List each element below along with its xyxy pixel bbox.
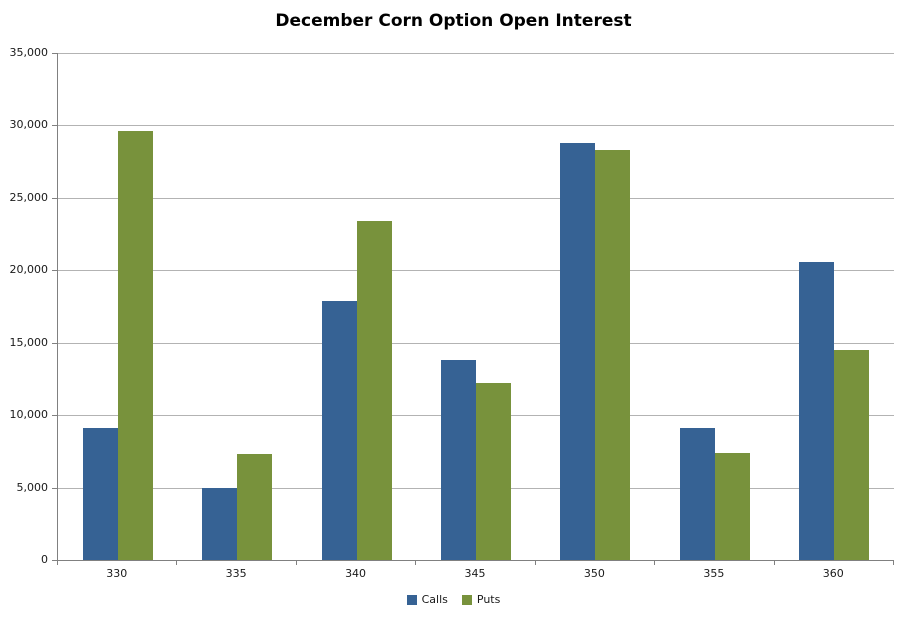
- bar-puts-340: [357, 221, 392, 560]
- y-axis-tick-label: 20,000: [9, 263, 49, 277]
- y-axis-tick-label: 30,000: [9, 118, 49, 132]
- legend-label-puts: Puts: [476, 593, 501, 606]
- puts-swatch-icon: [461, 594, 472, 605]
- bar-puts-355: [715, 453, 750, 560]
- gridline-15000: [58, 343, 894, 344]
- x-axis-tick-label: 340: [345, 567, 367, 580]
- legend-item-puts: Puts: [461, 593, 501, 606]
- x-axis-tick-mark: [774, 561, 775, 565]
- bar-calls-350: [560, 143, 595, 560]
- legend-label-calls: Calls: [421, 593, 448, 606]
- x-axis-tick-label: 360: [822, 567, 844, 580]
- bar-puts-335: [237, 454, 272, 560]
- y-axis-tick-mark: [52, 560, 57, 561]
- y-axis-tick-mark: [52, 488, 57, 489]
- legend-item-calls: Calls: [406, 593, 448, 606]
- bar-calls-345: [441, 360, 476, 560]
- x-axis-tick-mark: [296, 561, 297, 565]
- y-axis-tick-label: 5,000: [16, 480, 49, 494]
- bar-calls-360: [799, 262, 834, 560]
- y-axis-tick-mark: [52, 415, 57, 416]
- x-axis-tick-label: 355: [703, 567, 725, 580]
- x-axis-tick-label: 335: [225, 567, 247, 580]
- bar-puts-345: [476, 383, 511, 560]
- gridline-35000: [58, 53, 894, 54]
- x-axis-tick-mark: [654, 561, 655, 565]
- legend: Calls Puts: [0, 593, 907, 606]
- gridline-30000: [58, 125, 894, 126]
- bar-puts-350: [595, 150, 630, 560]
- y-axis-tick-mark: [52, 198, 57, 199]
- chart-title: December Corn Option Open Interest: [275, 11, 632, 31]
- y-axis-tick-mark: [52, 53, 57, 54]
- bar-calls-340: [322, 301, 357, 560]
- y-axis-tick-label: 35,000: [9, 46, 49, 59]
- y-axis-tick-mark: [52, 343, 57, 344]
- x-axis-tick-label: 330: [106, 567, 128, 580]
- bar-puts-330: [118, 131, 153, 560]
- y-axis-tick-mark: [52, 270, 57, 271]
- x-axis-tick-mark: [57, 561, 58, 565]
- y-axis-tick-label: 25,000: [9, 190, 49, 204]
- plot-area: [57, 53, 894, 561]
- calls-swatch-icon: [406, 594, 417, 605]
- y-axis-tick-label: 0: [41, 553, 48, 566]
- x-axis-tick-mark: [535, 561, 536, 565]
- bar-calls-335: [202, 488, 237, 560]
- y-axis-tick-label: 10,000: [9, 408, 49, 422]
- x-axis-tick-mark: [176, 561, 177, 565]
- bar-calls-355: [680, 428, 715, 560]
- gridline-25000: [58, 198, 894, 199]
- x-axis-tick-label: 345: [464, 567, 486, 580]
- bar-puts-360: [834, 350, 869, 560]
- y-axis-tick-mark: [52, 125, 57, 126]
- y-axis-tick-label: 15,000: [9, 335, 49, 349]
- x-axis-tick-mark: [415, 561, 416, 565]
- bar-calls-330: [83, 428, 118, 560]
- x-axis-tick-label: 350: [583, 567, 605, 580]
- x-axis-tick-mark: [893, 561, 894, 565]
- gridline-20000: [58, 270, 894, 271]
